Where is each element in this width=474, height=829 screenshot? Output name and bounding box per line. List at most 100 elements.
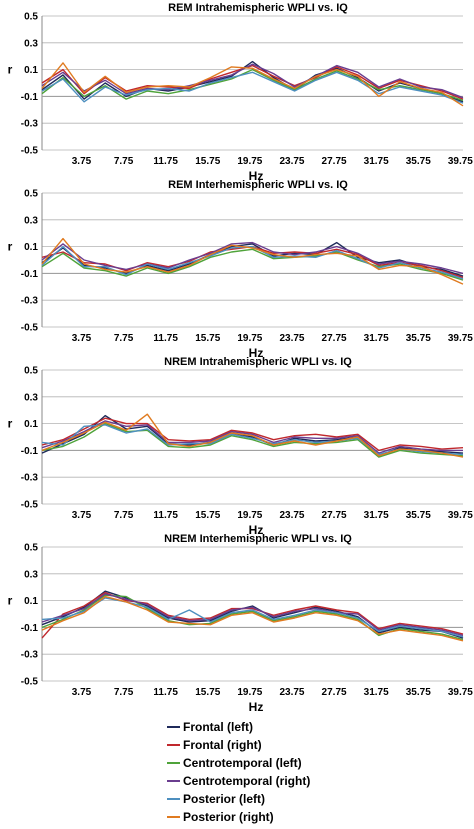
series-line-3 <box>41 594 464 641</box>
y-tick-label: -0.5 <box>21 146 39 157</box>
x-tick-label: 11.75 <box>153 333 178 344</box>
series-line-6 <box>41 62 464 107</box>
y-tick-label: -0.3 <box>21 119 39 130</box>
x-tick-label: 23.75 <box>279 333 304 344</box>
chart-title: REM Intrahemispheric WPLI vs. IQ <box>168 2 348 14</box>
x-tick-label: 31.75 <box>364 156 389 167</box>
x-tick-label: 11.75 <box>153 510 178 521</box>
x-tick-label: 15.75 <box>195 333 220 344</box>
series-line-4 <box>41 241 464 275</box>
y-tick-label: 0.3 <box>24 392 38 403</box>
y-tick-label: 0.1 <box>24 242 38 253</box>
x-tick-label: 3.75 <box>72 333 92 344</box>
x-axis-label: Hz <box>249 700 264 714</box>
series-line-3 <box>41 422 464 458</box>
legend-label: Centrotemporal (left) <box>183 756 302 770</box>
series-line-4 <box>41 63 464 99</box>
x-tick-label: 31.75 <box>364 687 389 698</box>
x-tick-label: 23.75 <box>279 510 304 521</box>
y-tick-label: 0.5 <box>24 12 38 23</box>
x-tick-label: 23.75 <box>279 687 304 698</box>
series-line-6 <box>41 237 464 285</box>
series-line-4 <box>41 420 463 454</box>
chart-title: NREM Interhemispheric WPLI vs. IQ <box>164 533 352 545</box>
y-tick-label: 0.3 <box>24 215 38 226</box>
y-tick-label: -0.3 <box>21 650 39 661</box>
y-tick-label: -0.5 <box>21 323 39 334</box>
x-tick-label: 19.75 <box>237 333 262 344</box>
series-line-5 <box>41 71 464 104</box>
x-tick-label: 31.75 <box>364 333 389 344</box>
y-tick-label: 0.3 <box>24 569 38 580</box>
x-tick-label: 27.75 <box>322 333 347 344</box>
series-line-2 <box>41 591 464 639</box>
x-tick-label: 35.75 <box>406 156 431 167</box>
x-tick-label: 23.75 <box>279 156 304 167</box>
y-tick-label: -0.1 <box>21 623 39 634</box>
y-tick-label: 0.1 <box>24 419 38 430</box>
x-tick-label: 39.75 <box>448 333 473 344</box>
x-tick-label: 39.75 <box>448 687 473 698</box>
y-tick-label: 0.5 <box>24 366 38 377</box>
y-tick-label: 0.1 <box>24 596 38 607</box>
y-axis-label: r <box>8 417 13 431</box>
series-line-1 <box>41 590 464 639</box>
x-tick-label: 3.75 <box>72 156 92 167</box>
x-tick-label: 27.75 <box>322 156 347 167</box>
chart-panel-2: REM Interhemispheric WPLI vs. IQ 0.5 0.3 0.… <box>8 179 474 360</box>
chart-panel-1: REM Intrahemispheric WPLI vs. IQ 0.5 0.3 0.… <box>8 2 474 183</box>
series-line-6 <box>41 595 464 642</box>
x-tick-label: 35.75 <box>406 333 431 344</box>
x-tick-label: 3.75 <box>72 510 92 521</box>
y-axis-label: r <box>8 240 13 254</box>
y-tick-label: 0.5 <box>24 189 38 200</box>
legend-label: Posterior (left) <box>183 792 265 806</box>
x-tick-label: 39.75 <box>448 510 473 521</box>
x-tick-label: 7.75 <box>114 333 134 344</box>
x-tick-label: 7.75 <box>114 687 134 698</box>
y-axis-label: r <box>8 63 13 77</box>
y-tick-label: -0.1 <box>21 269 39 280</box>
y-tick-label: -0.3 <box>21 296 39 307</box>
x-tick-label: 3.75 <box>72 687 92 698</box>
x-tick-label: 35.75 <box>406 687 431 698</box>
x-tick-label: 19.75 <box>237 510 262 521</box>
legend-label: Frontal (right) <box>183 738 262 752</box>
y-tick-label: 0.3 <box>24 38 38 49</box>
x-tick-label: 19.75 <box>237 156 262 167</box>
y-tick-label: -0.5 <box>21 677 39 688</box>
x-tick-label: 7.75 <box>114 156 134 167</box>
x-tick-label: 39.75 <box>448 156 473 167</box>
y-tick-label: -0.1 <box>21 446 39 457</box>
x-tick-label: 35.75 <box>406 510 431 521</box>
y-tick-label: -0.3 <box>21 473 39 484</box>
chart-title: REM Interhemispheric WPLI vs. IQ <box>168 179 348 191</box>
legend: Frontal (left) Frontal (right) Centrotempo… <box>167 720 310 824</box>
x-tick-label: 11.75 <box>153 156 178 167</box>
x-tick-label: 7.75 <box>114 510 134 521</box>
y-tick-label: -0.5 <box>21 500 39 511</box>
chart-title: NREM Intrahemispheric WPLI vs. IQ <box>164 356 352 368</box>
legend-label: Frontal (left) <box>183 720 253 734</box>
y-tick-label: 0.5 <box>24 543 38 554</box>
y-tick-label: 0.1 <box>24 65 38 76</box>
x-tick-label: 27.75 <box>322 687 347 698</box>
y-tick-label: -0.1 <box>21 92 39 103</box>
series-line-1 <box>41 60 464 103</box>
x-tick-label: 19.75 <box>237 687 262 698</box>
series-line-6 <box>41 413 464 458</box>
x-tick-label: 15.75 <box>195 687 220 698</box>
x-axis-label: Hz <box>249 346 264 360</box>
x-axis-label: Hz <box>249 169 264 183</box>
x-axis-label: Hz <box>249 523 264 537</box>
x-tick-label: 31.75 <box>364 510 389 521</box>
x-tick-label: 15.75 <box>195 510 220 521</box>
legend-label: Centrotemporal (right) <box>183 774 310 788</box>
series-line-4 <box>41 593 464 637</box>
legend-label: Posterior (right) <box>183 810 274 824</box>
y-axis-label: r <box>8 594 13 608</box>
x-tick-label: 11.75 <box>153 687 178 698</box>
x-tick-label: 15.75 <box>195 156 220 167</box>
x-tick-label: 27.75 <box>322 510 347 521</box>
